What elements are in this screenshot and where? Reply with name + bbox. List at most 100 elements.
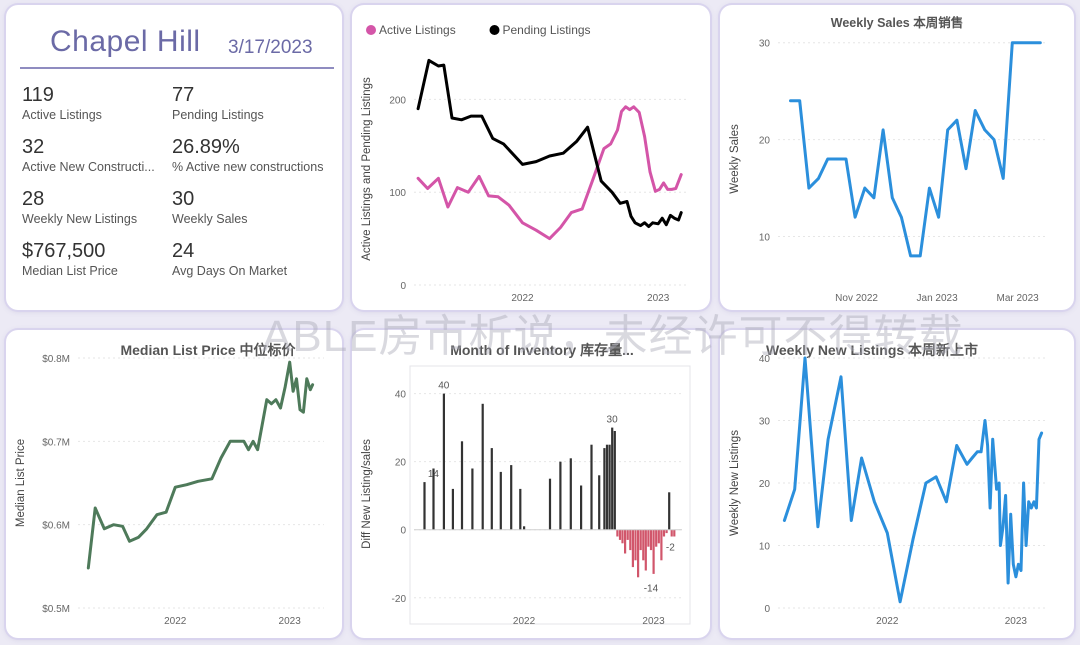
kpi-label: Active Listings [22, 108, 102, 122]
data-point [265, 398, 268, 401]
bar [490, 448, 493, 530]
y-tick-label: 30 [759, 417, 771, 428]
data-point [789, 99, 792, 103]
bar [660, 529, 663, 561]
series-line-blue [789, 41, 1042, 258]
data-point [863, 186, 866, 190]
data-point [1040, 431, 1043, 435]
bar [611, 427, 614, 530]
y-tick-label: $0.8M [42, 354, 70, 365]
data-point [677, 218, 680, 222]
data-point [886, 531, 889, 535]
data-point [991, 438, 994, 441]
data-point [229, 440, 232, 443]
bar [569, 458, 572, 530]
active-pending-listings-chart: 0 100 200 2022 2023 Active Listings and Pendi… [361, 23, 688, 304]
y-tick-label: $0.6M [42, 521, 70, 532]
data-point [988, 506, 992, 510]
kpi-label: Median List Price [22, 264, 118, 278]
chart-title: Weekly Sales 本周销售 [831, 15, 963, 30]
x-tick-label: Jan 2023 [917, 293, 959, 304]
kpi-label: Weekly New Listings [22, 212, 138, 226]
data-point [643, 221, 646, 224]
data-point [446, 205, 450, 209]
bar [471, 468, 474, 530]
data-point [934, 475, 938, 478]
y-tick-label: 20 [395, 458, 407, 469]
series-line-pending [416, 58, 683, 228]
data-point [669, 214, 672, 217]
data-point [898, 600, 902, 603]
kpi-weekly-new-listings: 28 Weekly New Listings [22, 187, 137, 227]
data-point [581, 207, 584, 211]
data-point [817, 177, 820, 180]
data-point [309, 388, 312, 391]
data-point [1027, 500, 1030, 503]
data-point [1004, 494, 1007, 497]
kpi-value: 28 [22, 188, 45, 210]
data-point [654, 190, 657, 193]
data-point [251, 440, 255, 443]
bar [519, 488, 522, 530]
data-point [174, 486, 177, 489]
data-point [909, 254, 912, 258]
data-point [638, 111, 641, 114]
data-point [964, 167, 968, 170]
data-point [666, 188, 669, 191]
data-point [247, 448, 250, 451]
data-point [826, 157, 829, 161]
plot-frame [409, 365, 691, 625]
data-point [256, 448, 259, 451]
data-point [1024, 544, 1028, 547]
y-axis-label: Weekly New Listings [729, 430, 741, 536]
y-tick-label: $0.7M [42, 437, 70, 448]
y-tick-label: $0.5M [42, 604, 70, 615]
data-point [460, 118, 463, 122]
bar [657, 529, 660, 544]
data-point [1035, 506, 1038, 510]
kpi-value: $767,500 [22, 240, 106, 262]
x-tick-label: 2022 [164, 616, 187, 627]
data-point [427, 59, 431, 62]
report-date: 3/17/2023 [228, 37, 313, 58]
y-tick-label: 40 [395, 390, 407, 401]
weekly-sales-card: Weekly Sales 本周销售 10 20 30 Nov 2022 Jan 2023 M… [720, 5, 1074, 310]
data-point [826, 438, 830, 441]
data-point [507, 204, 511, 207]
kpi-label: Active New Constructi... [22, 160, 155, 174]
kpi-pct-new-construction: 26.89% % Active new constructions [172, 135, 323, 175]
kpi-value: 26.89% [172, 136, 240, 158]
data-point [1009, 513, 1012, 516]
data-point [295, 377, 298, 380]
data-point [1029, 41, 1032, 44]
data-point [311, 383, 314, 386]
data-point [94, 506, 97, 510]
kpi-value: 77 [172, 84, 195, 106]
kpi-active-new-construction: 32 Active New Constructi... [22, 135, 155, 175]
kpi-label: % Active new constructions [172, 160, 324, 174]
chart-title: Month of Inventory 库存量... [450, 342, 634, 358]
data-point [661, 217, 664, 220]
data-point [997, 481, 1001, 485]
bar [442, 393, 445, 530]
kpi-card: Chapel Hill 3/17/2023 119 Active Listing… [6, 5, 342, 310]
data-label: 40 [438, 381, 450, 392]
kpi-value: 24 [172, 240, 195, 262]
y-tick-label: 0 [400, 526, 406, 537]
data-point [575, 140, 578, 143]
new-listings-card: Weekly New Listings 本周新上市 0 10 20 30 40 2022 20… [720, 330, 1074, 638]
data-point [839, 375, 843, 378]
data-point [937, 216, 940, 219]
y-axis-label: Median List Price [15, 439, 27, 527]
data-point [955, 119, 959, 122]
data-point [873, 500, 876, 503]
kpi-avg-days-on-market: 24 Avg Days On Market [172, 239, 287, 279]
data-point [619, 202, 622, 205]
data-point [137, 536, 140, 539]
y-tick-label: 100 [389, 188, 406, 199]
data-point [112, 523, 115, 526]
legend-marker [366, 25, 376, 35]
data-point [586, 126, 589, 129]
data-point [911, 538, 915, 541]
data-point [437, 64, 440, 68]
